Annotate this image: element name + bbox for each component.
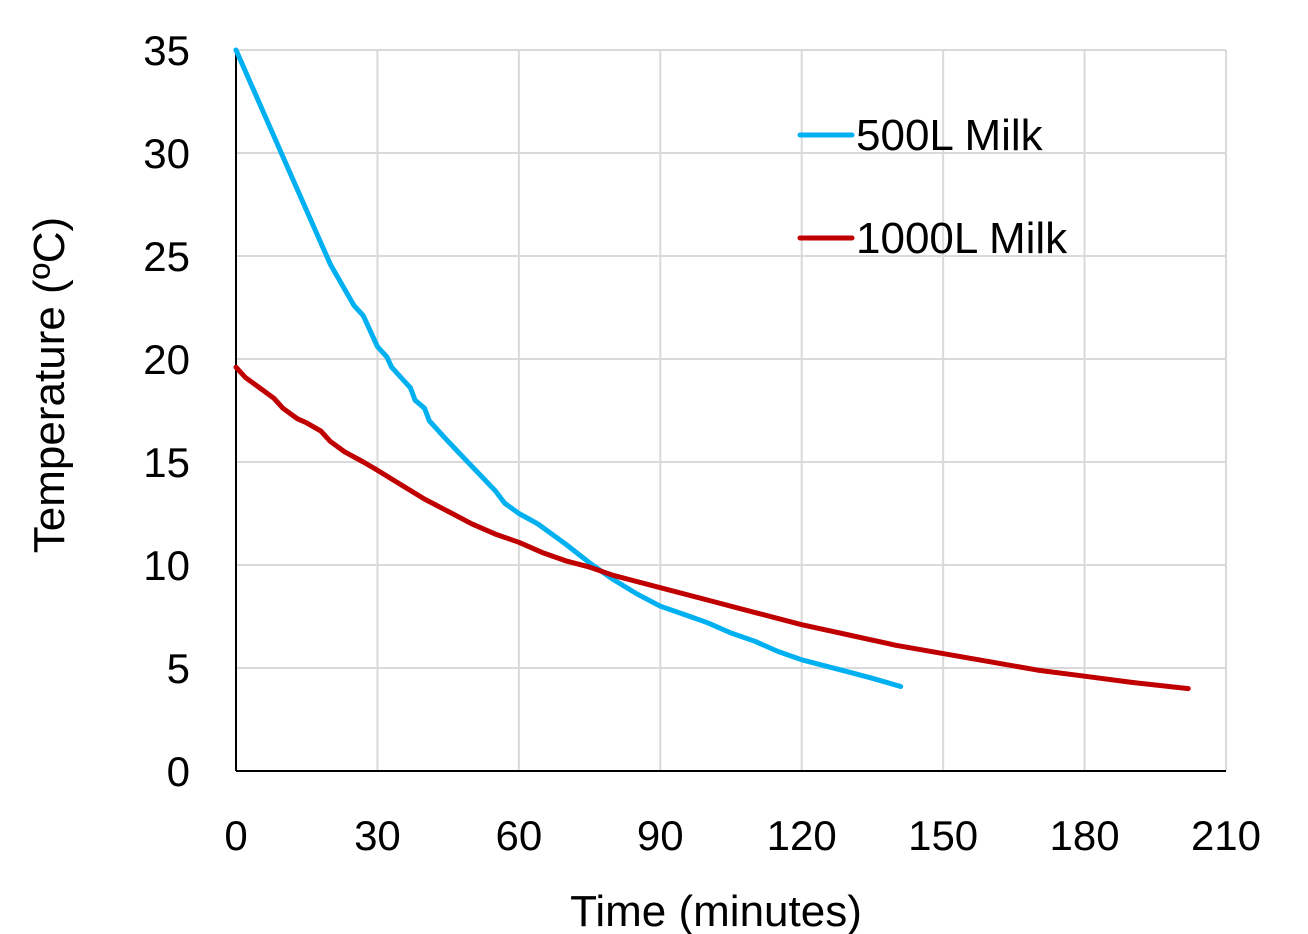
x-tick-label-0: 0 <box>224 812 247 859</box>
x-tick-label-7: 210 <box>1191 812 1261 859</box>
x-axis-title: Time (minutes) <box>570 887 862 934</box>
x-tick-label-4: 120 <box>767 812 837 859</box>
y-tick-label-6: 30 <box>143 130 190 177</box>
y-tick-label-1: 5 <box>167 645 190 692</box>
grid <box>236 49 1227 771</box>
y-tick-label-0: 0 <box>167 748 190 795</box>
series-lines <box>233 47 1191 692</box>
series-line-0 <box>233 47 904 689</box>
x-tick-label-1: 30 <box>354 812 401 859</box>
x-tick-label-2: 60 <box>495 812 542 859</box>
x-tick-labels: 0 30 60 90 120 150 180 210 <box>224 812 1261 859</box>
y-tick-label-2: 10 <box>143 542 190 589</box>
x-tick-label-6: 180 <box>1050 812 1120 859</box>
y-tick-label-5: 25 <box>143 233 190 280</box>
legend-label-0: 500L Milk <box>856 111 1044 160</box>
x-tick-label-3: 90 <box>637 812 684 859</box>
y-tick-label-7: 35 <box>143 27 190 74</box>
y-axis-title: Temperature (ºC) <box>25 217 74 553</box>
axes <box>235 50 1226 772</box>
y-tick-label-3: 15 <box>143 439 190 486</box>
y-tick-label-4: 20 <box>143 336 190 383</box>
legend: 500L Milk 1000L Milk <box>797 111 1068 263</box>
series-line-1 <box>233 364 1191 692</box>
x-tick-label-5: 150 <box>908 812 978 859</box>
legend-label-1: 1000L Milk <box>856 214 1068 263</box>
y-tick-labels: 0 5 10 15 20 25 30 35 <box>143 27 190 795</box>
